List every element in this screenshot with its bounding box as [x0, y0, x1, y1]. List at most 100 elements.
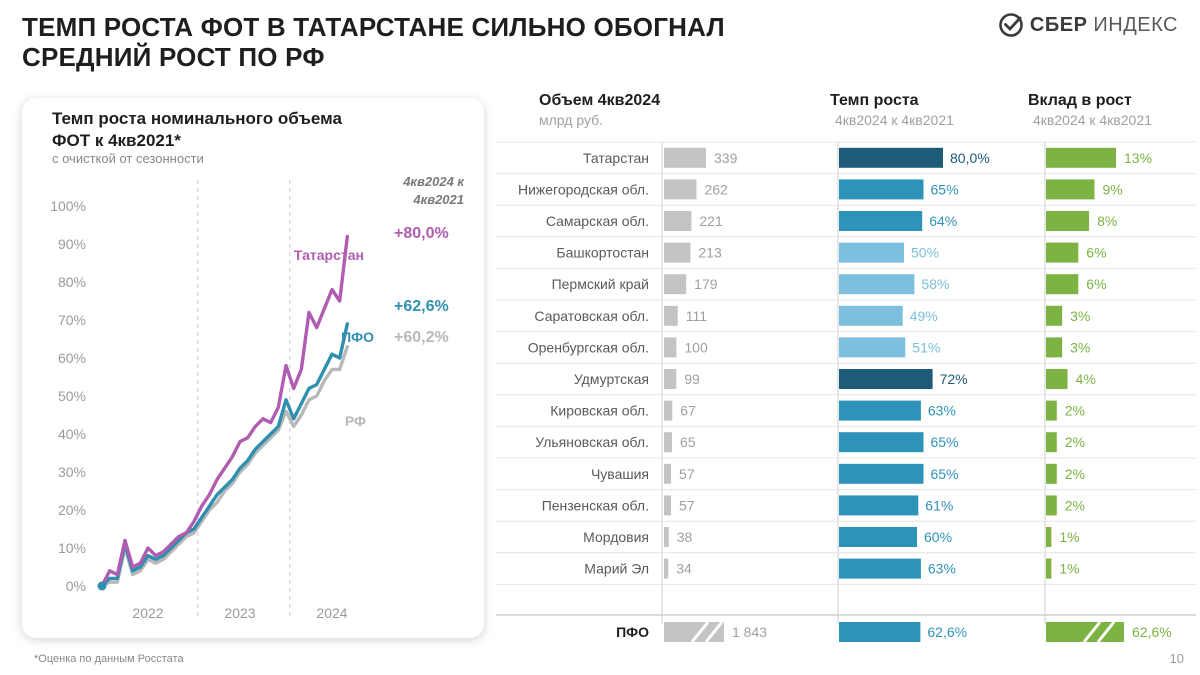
contrib-bar [1046, 242, 1079, 263]
contrib-label: 1% [1059, 561, 1079, 577]
region-name: Мордовия [583, 529, 649, 545]
total-contrib-label: 62,6% [1132, 624, 1172, 640]
volume-label: 111 [686, 308, 707, 324]
contrib-label: 2% [1065, 497, 1085, 513]
contrib-bar [1046, 432, 1057, 453]
annotation-header-line-1: 4кв2024 к [402, 174, 465, 189]
series-line-1 [100, 234, 350, 588]
region-name: Саратовская обл. [534, 308, 649, 324]
volume-label: 57 [679, 466, 695, 482]
volume-bar [664, 558, 669, 579]
region-name: Башкортостан [556, 245, 649, 261]
contrib-bar [1046, 305, 1063, 326]
contrib-bar [1046, 179, 1095, 200]
total-growth-bar [839, 622, 921, 642]
growth-label: 60% [924, 529, 952, 545]
bar-hatch [1096, 621, 1116, 643]
column-header: Вклад в рост [1028, 92, 1132, 109]
column-subheader: 4кв2024 к 4кв2021 [1033, 112, 1152, 128]
growth-bar [839, 337, 906, 358]
region-name: Ульяновская обл. [535, 434, 649, 450]
contrib-bar [1046, 463, 1057, 484]
growth-bar [839, 305, 903, 326]
volume-bar [664, 400, 673, 421]
bar-hatch [704, 621, 724, 643]
growth-bar [839, 211, 923, 231]
sber-check-icon [999, 13, 1023, 37]
region-name: Татарстан [583, 150, 649, 166]
line-chart-title: Темп роста номинального объема ФОТ к 4кв… [52, 108, 392, 152]
series-line-2 [100, 322, 350, 588]
table-row: Оренбургская обл. 100 51% 3% [528, 337, 1090, 358]
region-name: Пермский край [552, 276, 649, 292]
growth-bar [839, 274, 915, 295]
growth-bar [839, 558, 921, 579]
total-volume-label: 1 843 [732, 624, 767, 640]
volume-bar [664, 495, 672, 516]
region-name: Марий Эл [584, 561, 649, 577]
volume-bar [664, 337, 677, 358]
volume-label: 213 [698, 245, 722, 261]
table-row: Пензенская обл. 57 61% 2% [542, 495, 1085, 516]
contrib-label: 4% [1076, 371, 1096, 387]
volume-bar [664, 147, 706, 168]
contrib-label: 2% [1065, 466, 1085, 482]
footnote: *Оценка по данным Росстата [34, 653, 184, 665]
contrib-label: 8% [1097, 213, 1117, 229]
growth-bar [839, 495, 919, 516]
volume-label: 100 [684, 339, 708, 355]
contrib-label: 6% [1086, 276, 1106, 292]
volume-bar [664, 527, 669, 547]
y-tick-label: 10% [58, 540, 86, 556]
growth-bar [839, 527, 917, 547]
region-name: Чувашия [591, 466, 649, 482]
y-tick-label: 100% [50, 198, 86, 214]
y-tick-label: 40% [58, 426, 86, 442]
column-subheader: 4кв2024 к 4кв2021 [835, 112, 954, 128]
volume-bar [664, 274, 687, 295]
series-end-label: +60,2% [394, 329, 449, 346]
contrib-label: 6% [1086, 245, 1106, 261]
contrib-bar [1046, 147, 1116, 168]
contrib-label: 2% [1065, 434, 1085, 450]
sber-index-logo: СБЕР ИНДЕКС [998, 10, 1178, 40]
region-name: Удмуртская [574, 371, 649, 387]
growth-label: 50% [911, 245, 939, 261]
region-name: Кировская обл. [550, 403, 649, 419]
series-line-3 [100, 344, 350, 588]
table-row: Чувашия 57 65% 2% [591, 463, 1085, 484]
total-region-name: ПФО [616, 624, 649, 640]
line-chart-subtitle: с очисткой от сезонности [52, 151, 204, 166]
y-tick-label: 20% [58, 502, 86, 518]
growth-label: 51% [912, 339, 940, 355]
volume-bar [664, 179, 697, 200]
contrib-label: 1% [1059, 529, 1079, 545]
column-subheader: млрд руб. [539, 112, 603, 128]
growth-label: 65% [931, 181, 959, 197]
table-row: Кировская обл. 67 63% 2% [550, 400, 1085, 421]
line-chart-title-line-1: Темп роста номинального объема [52, 109, 342, 128]
y-tick-label: 70% [58, 312, 86, 328]
line-chart: 0% 10% 20% 30% 40% 50% 60% 70% 80% 90% 100% 2022 202… [50, 174, 465, 621]
page-title-line-2: СРЕДНИЙ РОСТ ПО РФ [22, 42, 325, 72]
contrib-bar [1046, 337, 1063, 358]
growth-label: 64% [929, 213, 957, 229]
contrib-bar [1046, 369, 1068, 389]
page-title: ТЕМП РОСТА ФОТ В ТАТАРСТАНЕ СИЛЬНО ОБОГН… [22, 12, 782, 72]
y-tick-label: 30% [58, 464, 86, 480]
growth-bar [839, 369, 933, 389]
region-name: Оренбургская обл. [528, 339, 649, 355]
page-title-line-1: ТЕМП РОСТА ФОТ В ТАТАРСТАНЕ СИЛЬНО ОБОГН… [22, 12, 725, 42]
table-row: Ульяновская обл. 65 65% 2% [535, 432, 1085, 453]
contrib-bar [1046, 274, 1079, 295]
y-tick-label: 60% [58, 350, 86, 366]
volume-label: 38 [677, 529, 693, 545]
x-tick-label: 2024 [316, 605, 347, 621]
volume-label: 179 [694, 276, 718, 292]
table-row: Мордовия 38 60% 1% [583, 527, 1080, 547]
logo-text-light: ИНДЕКС [1093, 13, 1178, 36]
contrib-bar [1046, 211, 1090, 231]
volume-label: 339 [714, 150, 738, 166]
growth-label: 58% [921, 276, 949, 292]
column-header: Темп роста [830, 92, 919, 109]
